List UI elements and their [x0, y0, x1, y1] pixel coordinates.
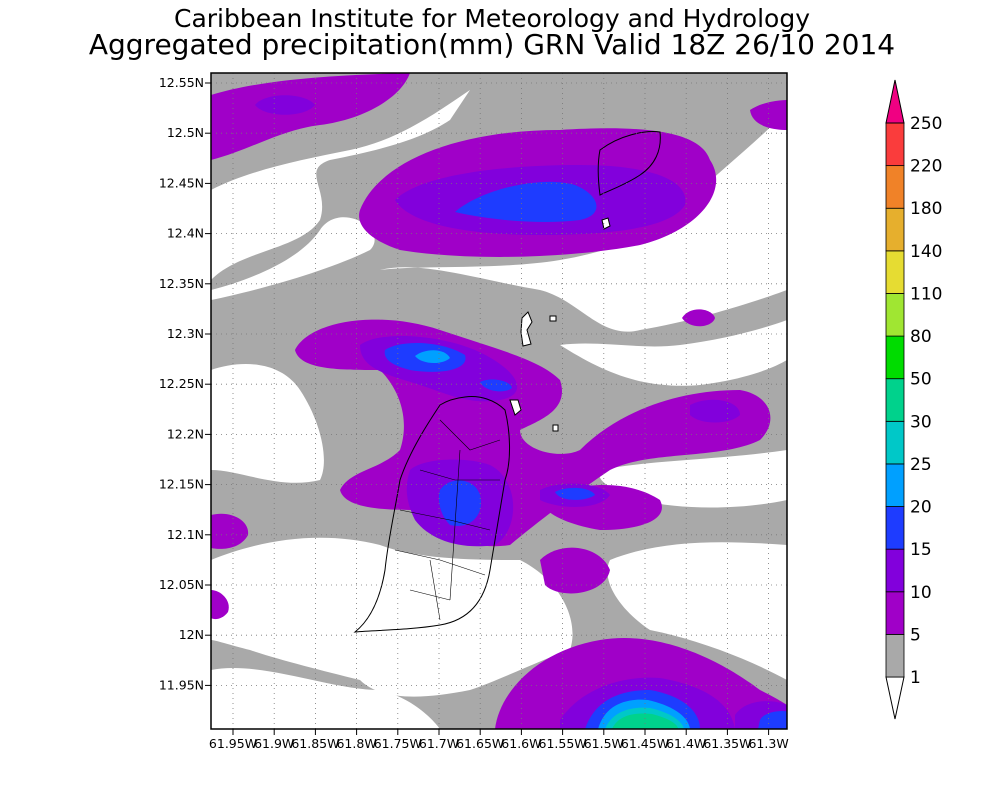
gridlines	[211, 73, 787, 729]
lon-label: 61.9W	[254, 736, 294, 751]
colorbar-segment	[885, 633, 905, 678]
lon-label: 61.8W	[336, 736, 376, 751]
precip-field	[211, 73, 787, 729]
precip-5-10	[750, 100, 787, 130]
colorbar-label: 25	[910, 455, 932, 475]
latitude-axis: 12.55N 12.5N 12.45N 12.4N 12.35N 12.3N 12.25N 1…	[159, 75, 211, 692]
colorbar-segment	[885, 165, 905, 209]
colorbar-segment	[885, 548, 905, 593]
colorbar-label: 50	[910, 370, 932, 390]
lat-label: 11.95N	[159, 677, 204, 692]
colorbar-low-arrow	[885, 676, 905, 720]
islet	[552, 424, 559, 432]
dry-region	[211, 364, 324, 483]
colorbar-label: 250	[910, 114, 942, 134]
title-institution: Caribbean Institute for Meteorology and …	[174, 4, 810, 33]
precip-15-20	[480, 379, 512, 392]
lat-label: 12.35N	[159, 276, 204, 291]
lat-label: 12.3N	[167, 326, 204, 341]
colorbar-label: 180	[910, 199, 942, 219]
lon-label: 61.4W	[666, 736, 706, 751]
lon-label: 61.65W	[456, 736, 504, 751]
precip-5-10	[211, 590, 229, 620]
lat-label: 12.15N	[159, 477, 204, 492]
colorbar-segment	[885, 506, 905, 550]
colorbar-label: 30	[910, 412, 932, 432]
longitude-axis: 61.95W61.9W61.85W61.8W61.75W61.7W61.65W6…	[209, 729, 789, 751]
colorbar-segment	[885, 591, 905, 635]
islet	[601, 217, 611, 230]
dry-region	[211, 90, 470, 280]
precip-15-20	[555, 487, 595, 500]
dry-region	[607, 542, 787, 680]
grenada-island	[353, 396, 511, 633]
colorbar-segment	[885, 420, 905, 465]
precip-20-25	[415, 350, 450, 364]
dry-region	[560, 320, 787, 386]
lat-label: 12.05N	[159, 577, 204, 592]
precip-15-20	[758, 710, 787, 729]
colorbar-label: 20	[910, 498, 932, 518]
precip-15-20	[438, 480, 481, 526]
colorbar-label: 1	[910, 668, 921, 688]
lat-label: 12.1N	[167, 527, 204, 542]
coastline-grenada	[353, 131, 661, 633]
lon-label: 61.95W	[209, 736, 257, 751]
lon-label: 61.3W	[748, 736, 788, 751]
lon-label: 61.85W	[291, 736, 339, 751]
colorbar-segment	[885, 207, 905, 252]
lon-label: 61.45W	[621, 736, 669, 751]
lat-label: 12.45N	[159, 175, 204, 190]
grenada-parishes	[394, 419, 501, 621]
colorbar-segment	[885, 250, 905, 294]
islet	[549, 315, 557, 322]
precip-30-50	[612, 713, 678, 729]
colorbar-label: 5	[910, 625, 921, 645]
lon-label: 61.5W	[584, 736, 624, 751]
lon-label: 61.55W	[539, 736, 587, 751]
colorbar-segment	[885, 122, 905, 167]
lon-label: 61.7W	[419, 736, 459, 751]
dry-region	[211, 667, 440, 729]
islet	[509, 399, 522, 416]
colorbar-label: 80	[910, 327, 932, 347]
colorbar-label: 10	[910, 583, 932, 603]
colorbar-label: 15	[910, 540, 932, 560]
lat-label: 12.4N	[167, 226, 204, 241]
lon-label: 61.35W	[703, 736, 751, 751]
precip-5-10	[540, 547, 610, 594]
precip-5-10	[682, 309, 715, 327]
lat-label: 12N	[179, 627, 204, 642]
precip-5-10	[211, 513, 249, 549]
colorbar-label: 110	[910, 284, 942, 304]
precip-10-15	[690, 399, 740, 423]
colorbar-label: 220	[910, 157, 942, 177]
map-frame	[210, 72, 788, 730]
title-product: Aggregated precipitation(mm) GRN Valid 1…	[88, 28, 896, 61]
colorbar-high-arrow	[885, 79, 905, 124]
lon-label: 61.75W	[374, 736, 422, 751]
colorbar-segment	[885, 378, 905, 422]
colorbar-segment	[885, 463, 905, 507]
lat-label: 12.55N	[159, 75, 204, 90]
carriacou-island	[597, 131, 661, 196]
colorbar-segment	[885, 335, 905, 380]
precip-5-10	[211, 73, 410, 160]
lon-label: 61.6W	[501, 736, 541, 751]
colorbar-label: 140	[910, 242, 942, 262]
lat-label: 12.2N	[167, 426, 204, 441]
precip-10-15	[255, 95, 315, 115]
colorbar-segment	[885, 293, 905, 337]
dry-region	[380, 110, 787, 332]
lat-label: 12.5N	[167, 125, 204, 140]
lat-label: 12.25N	[159, 376, 204, 391]
precip-15-20	[455, 181, 597, 223]
dry-region	[211, 217, 375, 300]
dry-region	[211, 537, 573, 697]
